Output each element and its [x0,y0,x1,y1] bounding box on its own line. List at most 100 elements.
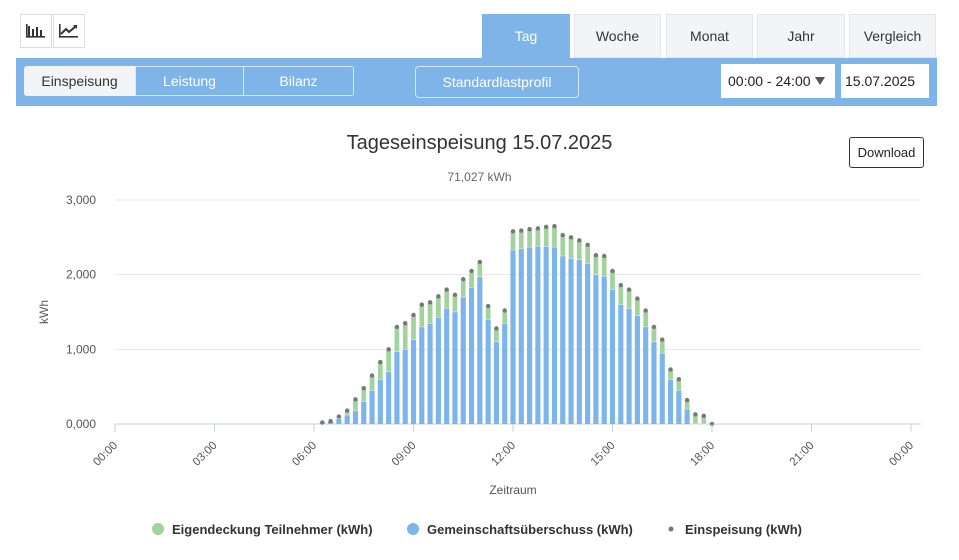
einspeisung-point [577,238,582,243]
bar-eigendeckung [593,255,599,275]
einspeisung-point [427,300,433,305]
bar-gemeinschaftsueberschuss [643,326,649,424]
bar-gemeinschaftsueberschuss [477,276,483,424]
einspeisung-point [527,226,532,232]
bar-eigendeckung [419,304,425,328]
bar-eigendeckung [584,244,591,264]
bar-gemeinschaftsueberschuss [502,323,508,424]
bar-gemeinschaftsueberschuss [659,353,665,424]
einspeisung-point [369,373,375,378]
bar-gemeinschaftsueberschuss [684,409,690,424]
x-tick-label: 00:00 [887,440,916,469]
bar-eigendeckung [443,289,450,309]
einspeisung-point [436,294,441,299]
tab-monat[interactable]: Monat [666,14,753,58]
bar-eigendeckung [551,225,558,248]
bar-eigendeckung [427,302,433,324]
einspeisung-point [519,228,524,233]
bar-eigendeckung [651,326,657,343]
bar-eigendeckung [477,261,483,278]
bar-gemeinschaftsueberschuss [452,312,458,424]
bar-gemeinschaftsueberschuss [377,379,383,424]
bar-gemeinschaftsueberschuss [551,247,558,424]
bar-eigendeckung [410,314,417,340]
einspeisung-point [585,242,590,247]
einspeisung-point [610,268,615,274]
bar-gemeinschaftsueberschuss [344,415,350,424]
legend-marker-3 [668,526,674,532]
einspeisung-point [602,253,607,259]
einspeisung-point [660,337,665,342]
bar-gemeinschaftsueberschuss [527,247,533,424]
toolbar: Einspeisung Leistung Bilanz Standardlast… [16,58,937,106]
einspeisung-point [535,226,541,231]
tab-tag[interactable]: Tag [482,14,570,58]
y-tick-label: 0,000 [66,417,96,431]
x-tick-label: 06:00 [290,440,319,469]
einspeisung-point [419,302,424,307]
einspeisung-point [361,385,366,391]
bar-gemeinschaftsueberschuss [386,371,392,424]
einspeisung-point [452,292,458,298]
bar-eigendeckung [526,228,533,248]
y-tick-label: 1,000 [66,342,96,356]
bar-gemeinschaftsueberschuss [336,418,342,424]
bar-gemeinschaftsueberschuss [493,341,499,424]
einspeisung-point [552,223,557,229]
einspeisung-point [477,259,483,265]
bar-gemeinschaftsueberschuss [535,246,541,424]
bar-eigendeckung [609,270,616,290]
tab-woche[interactable]: Woche [574,14,661,58]
bar-eigendeckung [634,298,641,316]
bar-eigendeckung [385,349,392,372]
line-chart-icon [59,24,78,38]
bar-gemeinschaftsueberschuss [510,250,516,424]
y-tick-label: 2,000 [66,268,96,282]
bar-chart-icon [26,24,45,38]
standardlastprofil-button[interactable]: Standardlastprofil [415,66,579,98]
einspeisung-point [485,303,491,309]
bar-gemeinschaftsueberschuss [435,317,441,424]
einspeisung-point [403,321,408,326]
einspeisung-point [461,276,466,282]
bar-gemeinschaftsueberschuss [394,351,400,424]
bar-eigendeckung [618,284,624,305]
einspeisung-point [469,268,474,274]
tab-jahr[interactable]: Jahr [757,14,845,58]
einspeisung-point [626,287,632,292]
bar-gemeinschaftsueberschuss [427,323,433,424]
bar-gemeinschaftsueberschuss [369,390,375,424]
einspeisung-point [593,253,599,258]
einspeisung-point [502,308,507,313]
segment-bilanz[interactable]: Bilanz [243,66,354,96]
legend-marker-2 [407,523,419,535]
bar-gemeinschaftsueberschuss [618,304,624,424]
einspeisung-point [444,287,449,292]
legend-label-3: Einspeisung (kWh) [685,522,802,537]
bar-gemeinschaftsueberschuss [634,315,640,424]
bar-gemeinschaftsueberschuss [568,258,574,424]
chevron-down-icon [815,77,825,85]
segment-einspeisung[interactable]: Einspeisung [24,66,135,96]
line-chart-view-button[interactable] [53,14,85,48]
time-range-select[interactable]: 00:00 - 24:00 [721,64,835,98]
bar-gemeinschaftsueberschuss [626,308,632,424]
bar-gemeinschaftsueberschuss [601,276,607,424]
tab-vergleich[interactable]: Vergleich [849,14,936,58]
bar-eigendeckung [543,226,549,247]
einspeisung-point [651,324,657,330]
x-tick-label: 03:00 [191,440,220,469]
bar-eigendeckung [568,237,574,259]
date-input[interactable]: 15.07.2025 [841,64,929,98]
bar-gemeinschaftsueberschuss [667,379,674,424]
bar-eigendeckung [394,326,400,352]
bar-chart-view-button[interactable] [20,14,52,48]
download-button[interactable]: Download [849,137,924,168]
bar-eigendeckung [510,231,516,251]
bar-eigendeckung [576,240,583,260]
bar-eigendeckung [460,278,467,298]
bar-gemeinschaftsueberschuss [410,339,417,424]
einspeisung-point [568,235,574,240]
bar-eigendeckung [468,270,475,288]
